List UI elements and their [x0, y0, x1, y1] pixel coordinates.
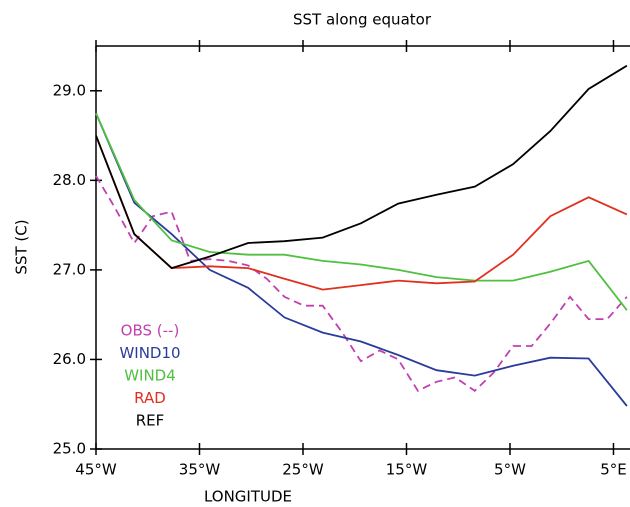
x-tick-label: 35°W: [179, 461, 221, 479]
x-tick-label: 15°W: [386, 461, 428, 479]
y-axis-label: SST (C): [13, 219, 31, 274]
series-line: [95, 112, 628, 311]
x-tick-label: 45°W: [75, 461, 117, 479]
series-line: [95, 135, 628, 291]
legend-label: OBS (--): [121, 322, 180, 340]
series-line: [95, 112, 628, 407]
x-tick-label: 5°E: [600, 461, 627, 479]
series-line: [95, 64, 628, 270]
legend-label: REF: [136, 412, 165, 430]
y-tick-label: 26.0: [53, 350, 86, 368]
x-axis-label: LONGITUDE: [204, 488, 292, 506]
y-tick-label: 25.0: [53, 440, 86, 458]
x-tick-label: 25°W: [282, 461, 324, 479]
chart-title: SST along equator: [293, 11, 432, 29]
y-tick-label: 27.0: [53, 260, 86, 278]
legend-label: WIND4: [124, 367, 176, 385]
y-tick-label: 29.0: [53, 81, 86, 99]
legend-label: WIND10: [119, 344, 180, 362]
y-tick-label: 28.0: [53, 171, 86, 189]
x-tick-label: 5°W: [494, 461, 526, 479]
legend-label: RAD: [134, 389, 166, 407]
series-line: [95, 175, 628, 392]
